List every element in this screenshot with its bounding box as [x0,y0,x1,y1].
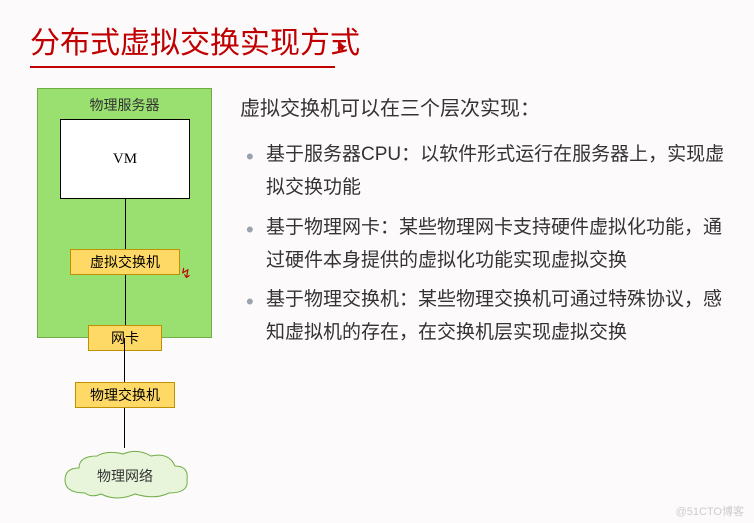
content-area: 虚拟交换机可以在三个层次实现： 基于服务器CPU：以软件形式运行在服务器上，实现… [240,94,734,356]
connector-line [124,408,125,448]
slide-title: 分布式虚拟交换实现方式 [30,18,360,62]
physical-switch-box: 物理交换机 [75,382,175,408]
architecture-diagram: 物理服务器 VM 虚拟交换机 ↯ 网卡 [37,88,212,338]
nic-box: 网卡 [88,325,162,351]
watermark: @51CTO博客 [676,503,744,519]
vm-box: VM [60,119,190,199]
connector-line [124,338,125,382]
bullet-list: 基于服务器CPU：以软件形式运行在服务器上，实现虚拟交换功能 基于物理网卡：某些… [240,138,734,350]
intro-text: 虚拟交换机可以在三个层次实现： [240,94,734,124]
server-box: 物理服务器 VM 虚拟交换机 ↯ 网卡 [37,88,212,338]
connector-line [125,275,126,325]
connector-line [125,199,126,249]
vswitch-box: 虚拟交换机 [70,249,180,275]
handwritten-annotation: ↯ [180,265,192,282]
server-label: 物理服务器 [38,89,211,115]
bullet-item: 基于物理交换机：某些物理交换机可通过特殊协议，感知虚拟机的存在，在交换机层实现虚… [240,283,734,350]
cloud-label: 物理网络 [97,466,153,486]
bullet-item: 基于物理网卡：某些物理网卡支持硬件虚拟化功能，通过硬件本身提供的虚拟化功能实现虚… [240,211,734,278]
bullet-item: 基于服务器CPU：以软件形式运行在服务器上，实现虚拟交换功能 [240,138,734,205]
cloud-shape: 物理网络 [55,448,195,504]
